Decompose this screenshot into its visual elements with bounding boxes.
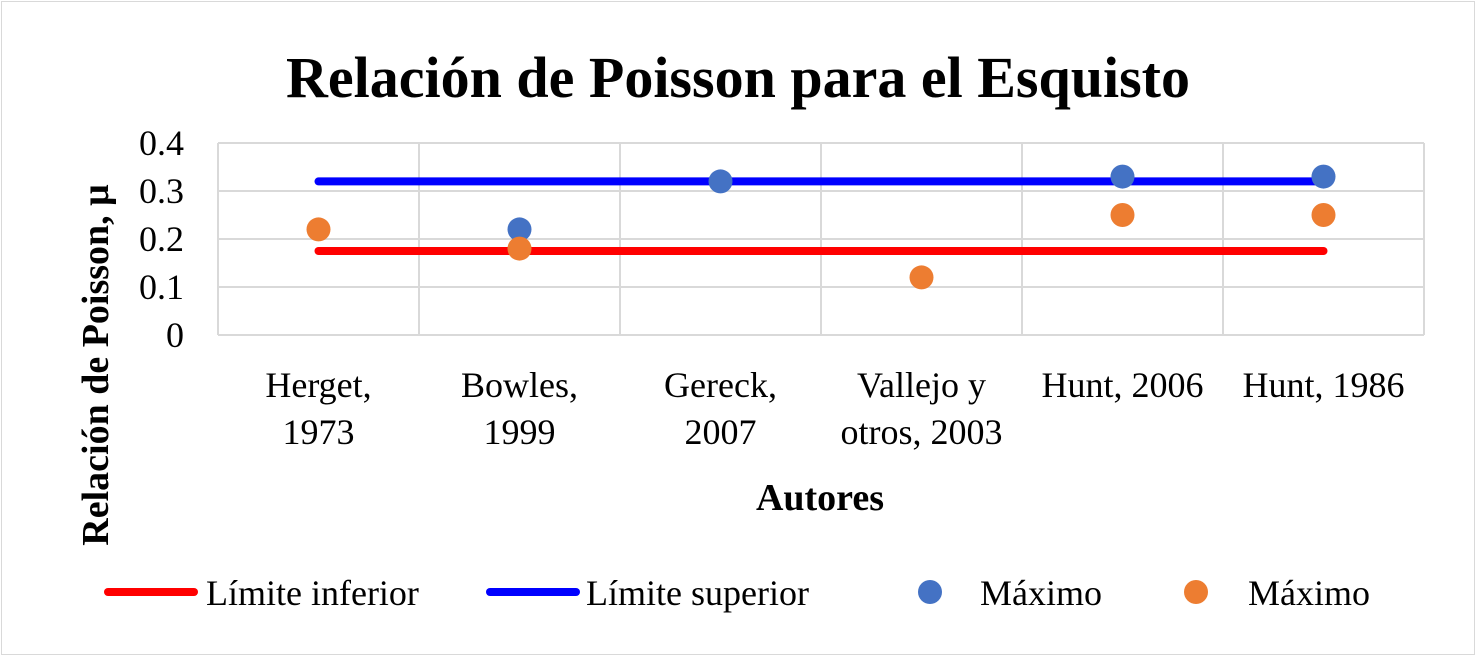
x-axis-title: Autores [756, 477, 884, 519]
legend-marker-2 [918, 580, 942, 604]
chart-title: Relación de Poisson para el Esquisto [286, 45, 1190, 110]
data-point-series-3 [1110, 203, 1135, 227]
y-tick-label: 0.2 [139, 219, 184, 259]
y-tick-label: 0.4 [139, 123, 184, 163]
legend-marker-3 [1184, 580, 1208, 604]
x-tick-label: Hunt, 1986 [1243, 365, 1405, 405]
x-tick-label: Herget, 1973 [265, 365, 371, 452]
x-tick-label: Hunt, 2006 [1042, 365, 1204, 405]
data-point-series-2 [1311, 164, 1336, 189]
data-point-series-3 [1311, 203, 1336, 227]
grid [217, 142, 1425, 336]
data-point-series-3 [507, 236, 532, 261]
legend-label-0: Límite inferior [206, 573, 419, 613]
legend-label-1: Límite superior [586, 573, 809, 613]
x-tick-label: Gereck, 2007 [664, 365, 777, 452]
y-tick-label: 0.1 [139, 267, 184, 307]
data-point-series-2 [507, 217, 532, 242]
y-axis-title: Relación de Poisson, μ [75, 184, 117, 546]
y-tick-labels: 0 0.1 0.2 0.3 0.4 [139, 123, 184, 355]
y-tick-label: 0.3 [139, 171, 184, 211]
x-tick-label: Vallejo y otros, 2003 [841, 365, 1003, 452]
legend-label-2: Máximo [980, 573, 1102, 613]
series-markers [306, 164, 1336, 290]
data-point-series-3 [306, 217, 331, 242]
legend-label-3: Máximo [1248, 573, 1370, 613]
data-point-series-3 [909, 265, 934, 290]
legend: Límite inferior Límite superior Máximo Máxi… [104, 573, 1370, 613]
data-point-series-2 [708, 169, 733, 194]
data-point-series-2 [1110, 164, 1135, 189]
y-tick-label: 0 [166, 315, 184, 355]
x-tick-labels: Herget, 1973 Bowles, 1999 Gereck, 2007 Vallejo… [265, 365, 1404, 452]
x-tick-label: Bowles, 1999 [461, 365, 578, 452]
series-lines [314, 177, 1328, 255]
